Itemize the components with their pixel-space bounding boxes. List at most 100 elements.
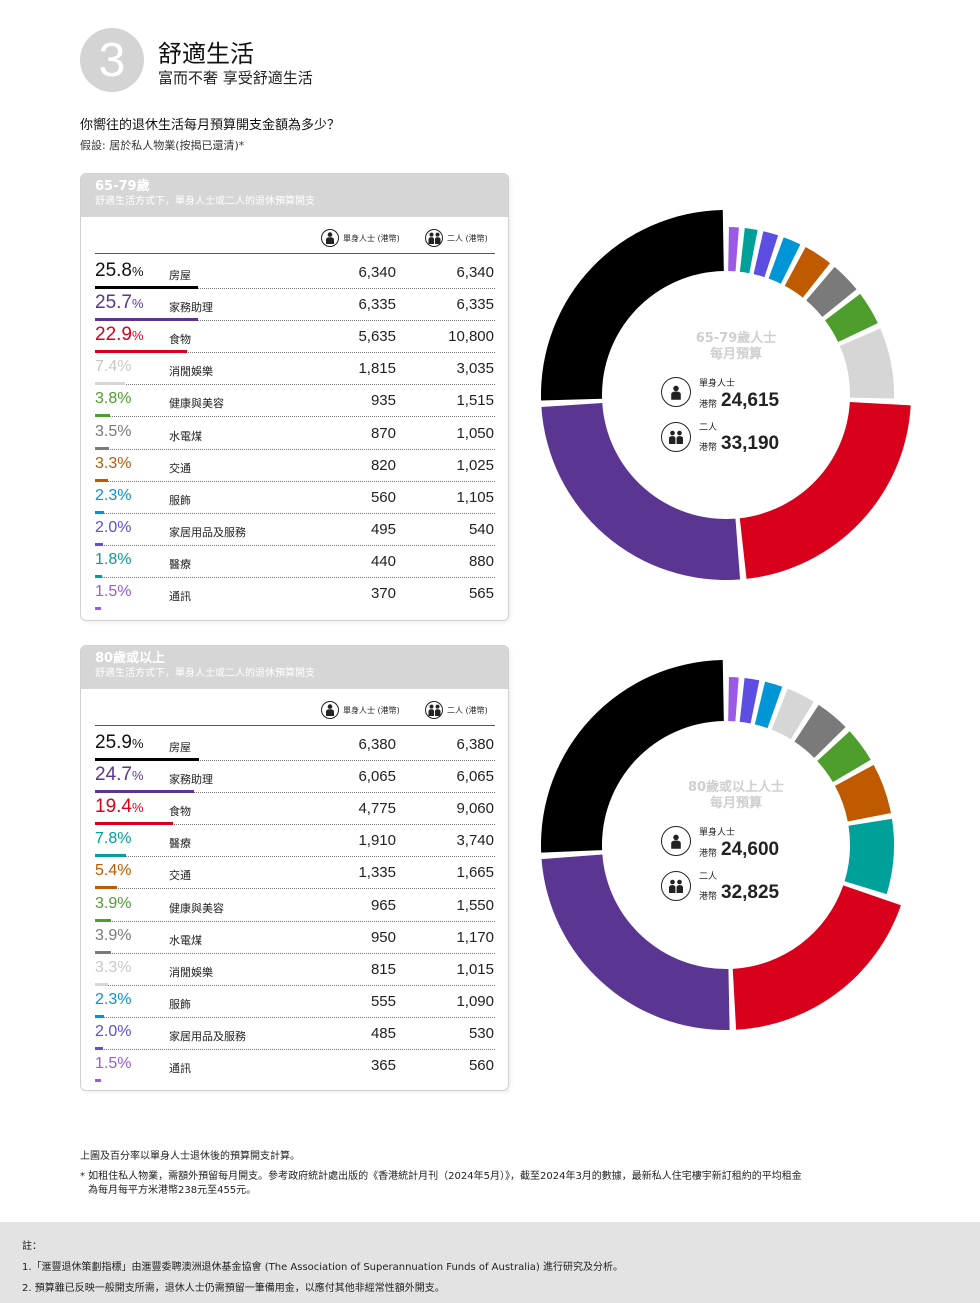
row-percentage-bar	[95, 1079, 101, 1082]
percent-sign: %	[131, 800, 144, 816]
row-percentage-bar	[95, 414, 111, 418]
couple-total-label: 二人	[699, 423, 718, 433]
donut-segment-醫療	[739, 228, 758, 274]
row-couple-value: 1,090	[456, 992, 494, 1010]
donut-title-line1: 65-79歲人士	[695, 331, 777, 346]
table-row: 2.3% 服飾 555 1,090	[81, 986, 510, 1018]
row-percentage: 3.9%	[95, 895, 131, 913]
row-category-label: 家務助理	[169, 301, 213, 315]
row-category-label: 通訊	[169, 1062, 191, 1075]
row-single-value: 485	[370, 1024, 396, 1042]
single-person-icon	[661, 377, 691, 407]
row-couple-value: 540	[468, 520, 494, 538]
row-single-value: 4,775	[358, 800, 396, 818]
row-divider	[95, 448, 495, 450]
row-category-label: 醫療	[169, 557, 191, 571]
table-row: 3.5% 水電煤 870 1,050	[81, 418, 510, 450]
row-percentage-value: 3.9%	[95, 926, 132, 944]
budget-question: 你嚮往的退休生活每月預算開支金額為多少？	[80, 118, 341, 133]
single-total-currency: 港幣	[699, 400, 718, 410]
donut-center-title: 65-79歲人士 每月預算	[646, 331, 826, 363]
row-divider	[95, 576, 495, 578]
row-single-value: 6,065	[358, 768, 396, 786]
single-person-icon	[661, 826, 691, 856]
row-percentage-value: 3.3%	[95, 454, 132, 472]
row-category-label: 消閒娛樂	[169, 965, 213, 979]
donut-title-line2: 每月預算	[709, 796, 762, 811]
row-percentage: 3.9%	[95, 927, 131, 945]
row-single-value: 440	[370, 552, 396, 570]
row-percentage-value: 3.9%	[95, 894, 132, 912]
table-card-header: 65-79歲 舒適生活方式下，單身人士或二人的退休預算開支	[81, 174, 508, 217]
row-divider	[95, 824, 495, 826]
couple-icon	[661, 422, 691, 452]
donut-segment-服飾	[754, 681, 783, 729]
row-divider	[95, 1048, 495, 1050]
row-percentage-bar	[95, 822, 173, 826]
row-percentage-value: 25.8	[95, 260, 132, 281]
couple-total-currency: 港幣	[699, 892, 718, 902]
donut-chart-65-79	[541, 210, 911, 580]
row-category-label: 水電煤	[169, 933, 202, 947]
row-single-value: 820	[370, 456, 396, 474]
table-age-group: 65-79歲	[95, 179, 150, 194]
row-percentage: 3.8%	[95, 390, 131, 408]
donut-segment-醫療	[844, 818, 894, 895]
row-percentage-bar	[95, 950, 111, 954]
couple-total-value: 32,825	[721, 882, 780, 903]
row-divider	[95, 480, 495, 482]
row-single-value: 6,340	[358, 264, 396, 281]
percent-sign: %	[131, 264, 144, 279]
table-row: 2.3% 服飾 560 1,105	[81, 482, 510, 514]
couple-column-header: 二人 (港幣)	[425, 701, 488, 719]
percent-sign: %	[131, 328, 144, 344]
row-couple-value: 6,340	[456, 264, 494, 281]
row-percentage-bar	[95, 1046, 103, 1050]
donut-segment-消閒娛樂	[771, 688, 814, 740]
table-row: 25.9% 房屋 6,380 6,380	[81, 729, 510, 761]
row-couple-value: 3,035	[456, 360, 494, 378]
row-single-value: 495	[370, 520, 396, 538]
row-divider	[95, 952, 495, 954]
table-row: 5.4% 交通 1,335 1,665	[81, 857, 510, 890]
row-divider	[95, 320, 495, 322]
row-percentage-bar	[95, 982, 109, 986]
row-couple-value: 10,800	[448, 328, 494, 346]
row-percentage-bar	[95, 510, 105, 514]
single-column-label: 單身人士 (港幣)	[343, 705, 400, 715]
table-row: 1.5% 通訊 365 560	[81, 1050, 510, 1082]
donut-segment-家居用品及服務	[753, 231, 779, 278]
table-row: 1.8% 醫療 440 880	[81, 546, 510, 578]
header-rule	[95, 725, 495, 726]
row-percentage-value: 5.4%	[95, 862, 132, 880]
row-category-label: 食物	[169, 333, 191, 347]
donut-segment-水電煤	[794, 704, 846, 758]
row-single-value: 6,335	[358, 296, 396, 314]
row-percentage-value: 7.8%	[95, 830, 132, 848]
single-total-value: 24,600	[721, 839, 780, 860]
row-single-value: 365	[370, 1057, 396, 1074]
row-single-value: 1,815	[358, 360, 396, 378]
row-percentage: 19.4%	[95, 796, 144, 818]
table-description: 舒適生活方式下，單身人士或二人的退休預算開支	[95, 196, 315, 207]
donut-segment-服飾	[768, 237, 801, 284]
table-age-group: 80歲或以上	[95, 651, 166, 666]
table-card-65-79: 65-79歲 舒適生活方式下，單身人士或二人的退休預算開支 單身人士 (港幣) …	[80, 173, 509, 621]
row-percentage-bar	[95, 478, 109, 482]
row-couple-value: 6,065	[456, 768, 494, 786]
row-category-label: 交通	[169, 869, 191, 883]
row-percentage-value: 25.7	[95, 292, 132, 314]
row-percentage: 2.0%	[95, 1023, 131, 1041]
row-percentage-bar	[95, 790, 194, 794]
row-couple-value: 565	[468, 585, 494, 602]
row-percentage-bar	[95, 542, 103, 546]
section-title: 舒適生活	[158, 40, 254, 68]
row-percentage: 7.4%	[95, 358, 131, 376]
notes-panel: 註： 1.「滙豐退休策劃指標」由滙豐委聘澳洲退休基金協會 (The Associ…	[0, 1222, 980, 1303]
donut-center-title: 80歲或以上人士 每月預算	[646, 780, 826, 812]
single-column-label: 單身人士 (港幣)	[343, 233, 400, 243]
row-divider	[95, 888, 495, 890]
table-row: 3.9% 健康與美容 965 1,550	[81, 890, 510, 922]
row-divider	[95, 760, 495, 761]
row-percentage-value: 25.9	[95, 732, 132, 753]
